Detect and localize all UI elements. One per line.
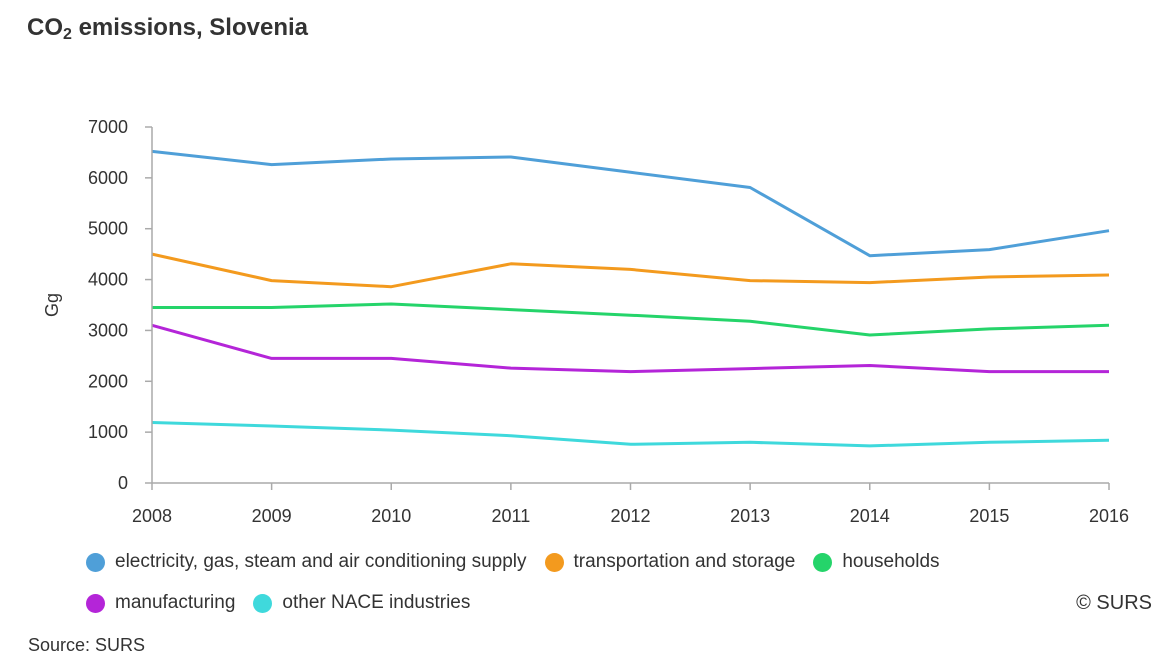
x-tick-label: 2012 [610, 506, 650, 526]
legend-marker [86, 593, 105, 613]
legend-marker [544, 552, 564, 572]
series-lines [151, 149, 1110, 448]
y-tick-label: 2000 [88, 371, 128, 391]
x-axis: 2008 2009 2010 2011 2012 2013 2014 2015 2016 [132, 483, 1129, 526]
series-line-0[interactable] [151, 149, 1110, 258]
x-tick-label: 2014 [850, 506, 890, 526]
y-tick-label: 3000 [88, 320, 128, 340]
y-axis: 0 1000 2000 3000 4000 5000 6000 7000 [88, 117, 152, 493]
y-tick-label: 1000 [88, 422, 128, 442]
legend-label: transportation and storage [573, 551, 796, 572]
legend-label: other NACE industries [282, 592, 471, 613]
legend-marker [813, 552, 833, 572]
x-tick-label: 2010 [371, 506, 411, 526]
y-axis-label: Gg [42, 293, 62, 317]
legend-label: manufacturing [115, 592, 236, 613]
x-tick-label: 2013 [730, 506, 770, 526]
y-tick-label: 6000 [88, 168, 128, 188]
series-line-3[interactable] [151, 323, 1109, 374]
legend-label: households [842, 551, 940, 572]
x-tick-label: 2016 [1089, 506, 1129, 526]
x-tick-label: 2011 [492, 506, 531, 526]
series-line-4[interactable] [151, 421, 1110, 448]
y-tick-label: 7000 [88, 117, 128, 137]
source-note: Source: SURS [28, 635, 146, 655]
x-tick-label: 2009 [252, 506, 292, 526]
legend-label: electricity, gas, steam and air conditio… [115, 551, 527, 572]
legend-row-2: manufacturing other NACE industries [86, 592, 488, 614]
y-tick-label: 5000 [88, 219, 128, 239]
legend-marker [253, 593, 273, 613]
y-tick-label: 0 [118, 473, 128, 493]
y-tick-label: 4000 [88, 270, 128, 290]
legend-item-other-nace[interactable]: other NACE industries [253, 592, 470, 614]
legend-row-1: electricity, gas, steam and air conditio… [86, 551, 958, 573]
legend-item-electricity[interactable]: electricity, gas, steam and air conditio… [86, 551, 527, 573]
chart-title: CO2 emissions, Slovenia [27, 14, 309, 43]
x-tick-label: 2008 [132, 506, 172, 526]
x-tick-label: 2015 [969, 506, 1009, 526]
legend-item-transportation[interactable]: transportation and storage [544, 551, 796, 573]
legend-item-households[interactable]: households [813, 551, 940, 573]
legend-item-manufacturing[interactable]: manufacturing [86, 592, 235, 614]
credit-link[interactable]: © SURS [1076, 592, 1152, 614]
series-line-1[interactable] [151, 252, 1110, 289]
series-line-2[interactable] [152, 302, 1110, 337]
legend-marker [86, 552, 105, 572]
